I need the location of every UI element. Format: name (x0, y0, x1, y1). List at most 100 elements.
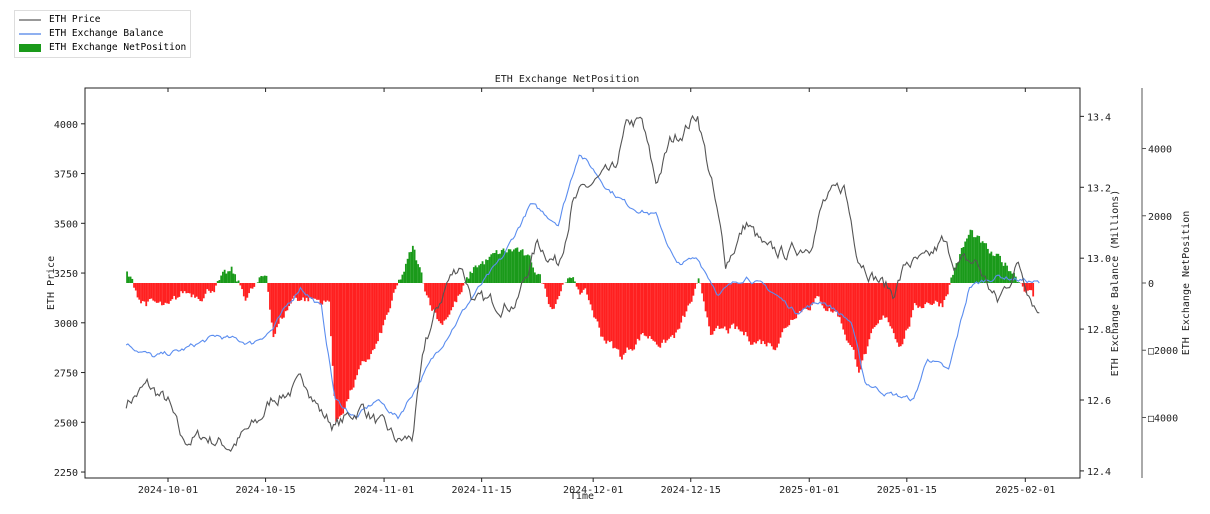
netposition-bar (164, 283, 167, 303)
netposition-bar (607, 283, 609, 341)
netposition-bar (809, 283, 812, 311)
netposition-bar (939, 283, 942, 304)
legend-item-price: ETH Price (19, 13, 186, 27)
netposition-bar (894, 283, 897, 340)
netposition-bar (758, 283, 761, 340)
plot-frame (84, 87, 1081, 479)
netposition-bar (610, 283, 613, 342)
netposition-bar (246, 283, 249, 298)
netposition-bar (650, 283, 653, 340)
netposition-bar (835, 283, 838, 312)
netposition-bar (340, 283, 343, 415)
netposition-bar (976, 235, 979, 283)
netposition-bar (723, 283, 726, 327)
netposition-bar (842, 283, 845, 330)
netposition-bar (502, 248, 505, 283)
netposition-bar (626, 283, 629, 348)
netposition-bar (814, 283, 817, 299)
netposition-bar (781, 283, 784, 333)
y-axis-label: ETH Price (46, 256, 57, 310)
netposition-bar (499, 253, 501, 283)
netposition-bar (1004, 262, 1007, 283)
netposition-bar (234, 274, 237, 283)
netposition-bar (152, 283, 155, 301)
netposition-bar (316, 283, 318, 300)
netposition-bar (715, 283, 717, 329)
netposition-bar (817, 283, 820, 297)
netposition-bar (321, 283, 324, 305)
netposition-bar (427, 283, 430, 298)
netposition-bar (802, 283, 805, 309)
netposition-bar (228, 271, 231, 283)
netposition-bar (966, 238, 968, 283)
netposition-bar (425, 283, 428, 296)
netposition-bar (199, 283, 202, 302)
netposition-bar (579, 283, 582, 295)
netposition-bar (1016, 281, 1019, 283)
netposition-bar (481, 261, 484, 283)
netposition-bar (465, 277, 468, 283)
netposition-bar (472, 267, 475, 283)
netposition-bar (706, 283, 709, 318)
netposition-bar (314, 283, 317, 299)
netposition-bar (408, 252, 411, 283)
netposition-bar (812, 283, 815, 304)
netposition-bar (417, 264, 419, 283)
netposition-bar (342, 283, 345, 414)
netposition-bar (431, 283, 433, 311)
netposition-bar (746, 283, 749, 337)
netposition-bar (744, 283, 747, 333)
netposition-bar (838, 283, 841, 318)
netposition-bar (847, 283, 850, 343)
netposition-bar (819, 283, 822, 302)
netposition-bar (676, 283, 679, 330)
netposition-bar (530, 262, 533, 283)
netposition-bar (253, 283, 256, 287)
netposition-bar (161, 283, 163, 306)
netposition-bar (272, 283, 275, 338)
netposition-bar (467, 278, 470, 283)
netposition-bar (337, 283, 339, 420)
netposition-bar (1018, 282, 1021, 283)
netposition-bar (1025, 283, 1028, 293)
netposition-bar (403, 271, 406, 283)
price-line (125, 114, 1040, 452)
netposition-bar (816, 283, 819, 297)
netposition-bar (404, 263, 407, 283)
netposition-bar (584, 283, 587, 289)
netposition-bar (924, 283, 927, 305)
x-tick-label: 2024-10-15 (235, 485, 295, 496)
netposition-bar (633, 283, 636, 350)
netposition-bar (568, 277, 571, 283)
netposition-bar (917, 283, 920, 308)
netposition-bar (519, 250, 522, 283)
netposition-bar (680, 283, 683, 323)
netposition-bar (952, 274, 954, 283)
netposition-bar (331, 283, 334, 366)
netposition-bar (542, 283, 545, 284)
netposition-bar (638, 283, 641, 341)
netposition-bar (551, 283, 554, 310)
y-tick-label: 2500 (54, 418, 78, 429)
netposition-bar (960, 248, 963, 283)
netposition-bar (598, 283, 601, 328)
chart-title: ETH Exchange NetPosition (495, 74, 640, 85)
netposition-bar (277, 283, 280, 324)
netposition-bar (495, 250, 498, 283)
netposition-bar (525, 255, 528, 283)
netposition-bar (612, 283, 615, 349)
netposition-bar (457, 283, 460, 296)
netposition-bar (133, 283, 135, 288)
netposition-bar (420, 272, 423, 283)
netposition-bar (971, 230, 974, 283)
netposition-bar (547, 283, 550, 305)
netposition-bar (140, 283, 142, 304)
netposition-bar (892, 283, 895, 334)
netposition-bar (969, 229, 972, 283)
netposition-bar (990, 251, 993, 283)
netposition-bar (504, 251, 507, 283)
netposition-bar (922, 283, 925, 309)
netposition-bar (558, 283, 561, 296)
netposition-bar (497, 254, 500, 283)
netposition-bar (181, 283, 184, 294)
